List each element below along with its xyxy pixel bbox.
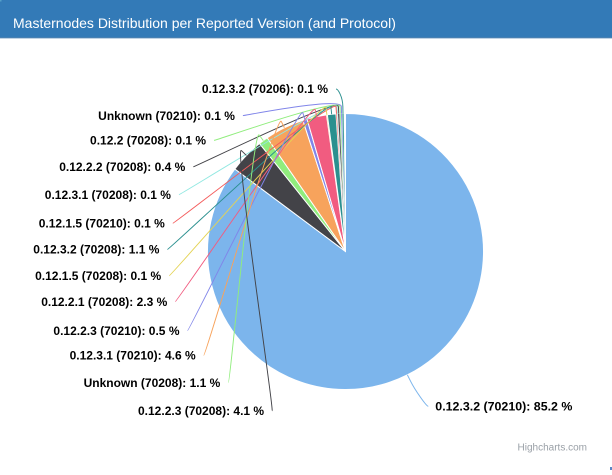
svg-text:0.12.1.5 (70208): 0.1 %: 0.12.1.5 (70208): 0.1 % xyxy=(35,269,161,283)
svg-text:Unknown (70210): 0.1 %: Unknown (70210): 0.1 % xyxy=(98,109,235,123)
svg-text:0.12.2.1 (70208): 2.3 %: 0.12.2.1 (70208): 2.3 % xyxy=(41,295,167,309)
svg-text:0.12.2.3 (70210): 0.5 %: 0.12.2.3 (70210): 0.5 % xyxy=(53,324,179,338)
svg-text:0.12.3.2 (70206): 0.1 %: 0.12.3.2 (70206): 0.1 % xyxy=(202,82,328,96)
svg-text:Unknown (70208): 1.1 %: Unknown (70208): 1.1 % xyxy=(84,376,221,390)
svg-text:0.12.2.3 (70208): 4.1 %: 0.12.2.3 (70208): 4.1 % xyxy=(138,404,264,418)
svg-text:0.12.1.5 (70210): 0.1 %: 0.12.1.5 (70210): 0.1 % xyxy=(39,217,165,231)
svg-text:0.12.3.2 (70208): 1.1 %: 0.12.3.2 (70208): 1.1 % xyxy=(33,243,159,257)
svg-text:Masternodes Distribution per R: Masternodes Distribution per Reported Ve… xyxy=(13,15,396,31)
svg-text:0.12.2 (70208): 0.1 %: 0.12.2 (70208): 0.1 % xyxy=(90,134,206,148)
svg-text:0.12.2.2 (70208): 0.4 %: 0.12.2.2 (70208): 0.4 % xyxy=(59,160,185,174)
svg-text:0.12.3.1 (70210): 4.6 %: 0.12.3.1 (70210): 4.6 % xyxy=(70,349,196,363)
svg-text:Highcharts.com: Highcharts.com xyxy=(518,443,587,454)
svg-text:0.12.3.1 (70208): 0.1 %: 0.12.3.1 (70208): 0.1 % xyxy=(45,188,171,202)
svg-text:0.12.3.2 (70210): 85.2 %: 0.12.3.2 (70210): 85.2 % xyxy=(435,400,572,414)
